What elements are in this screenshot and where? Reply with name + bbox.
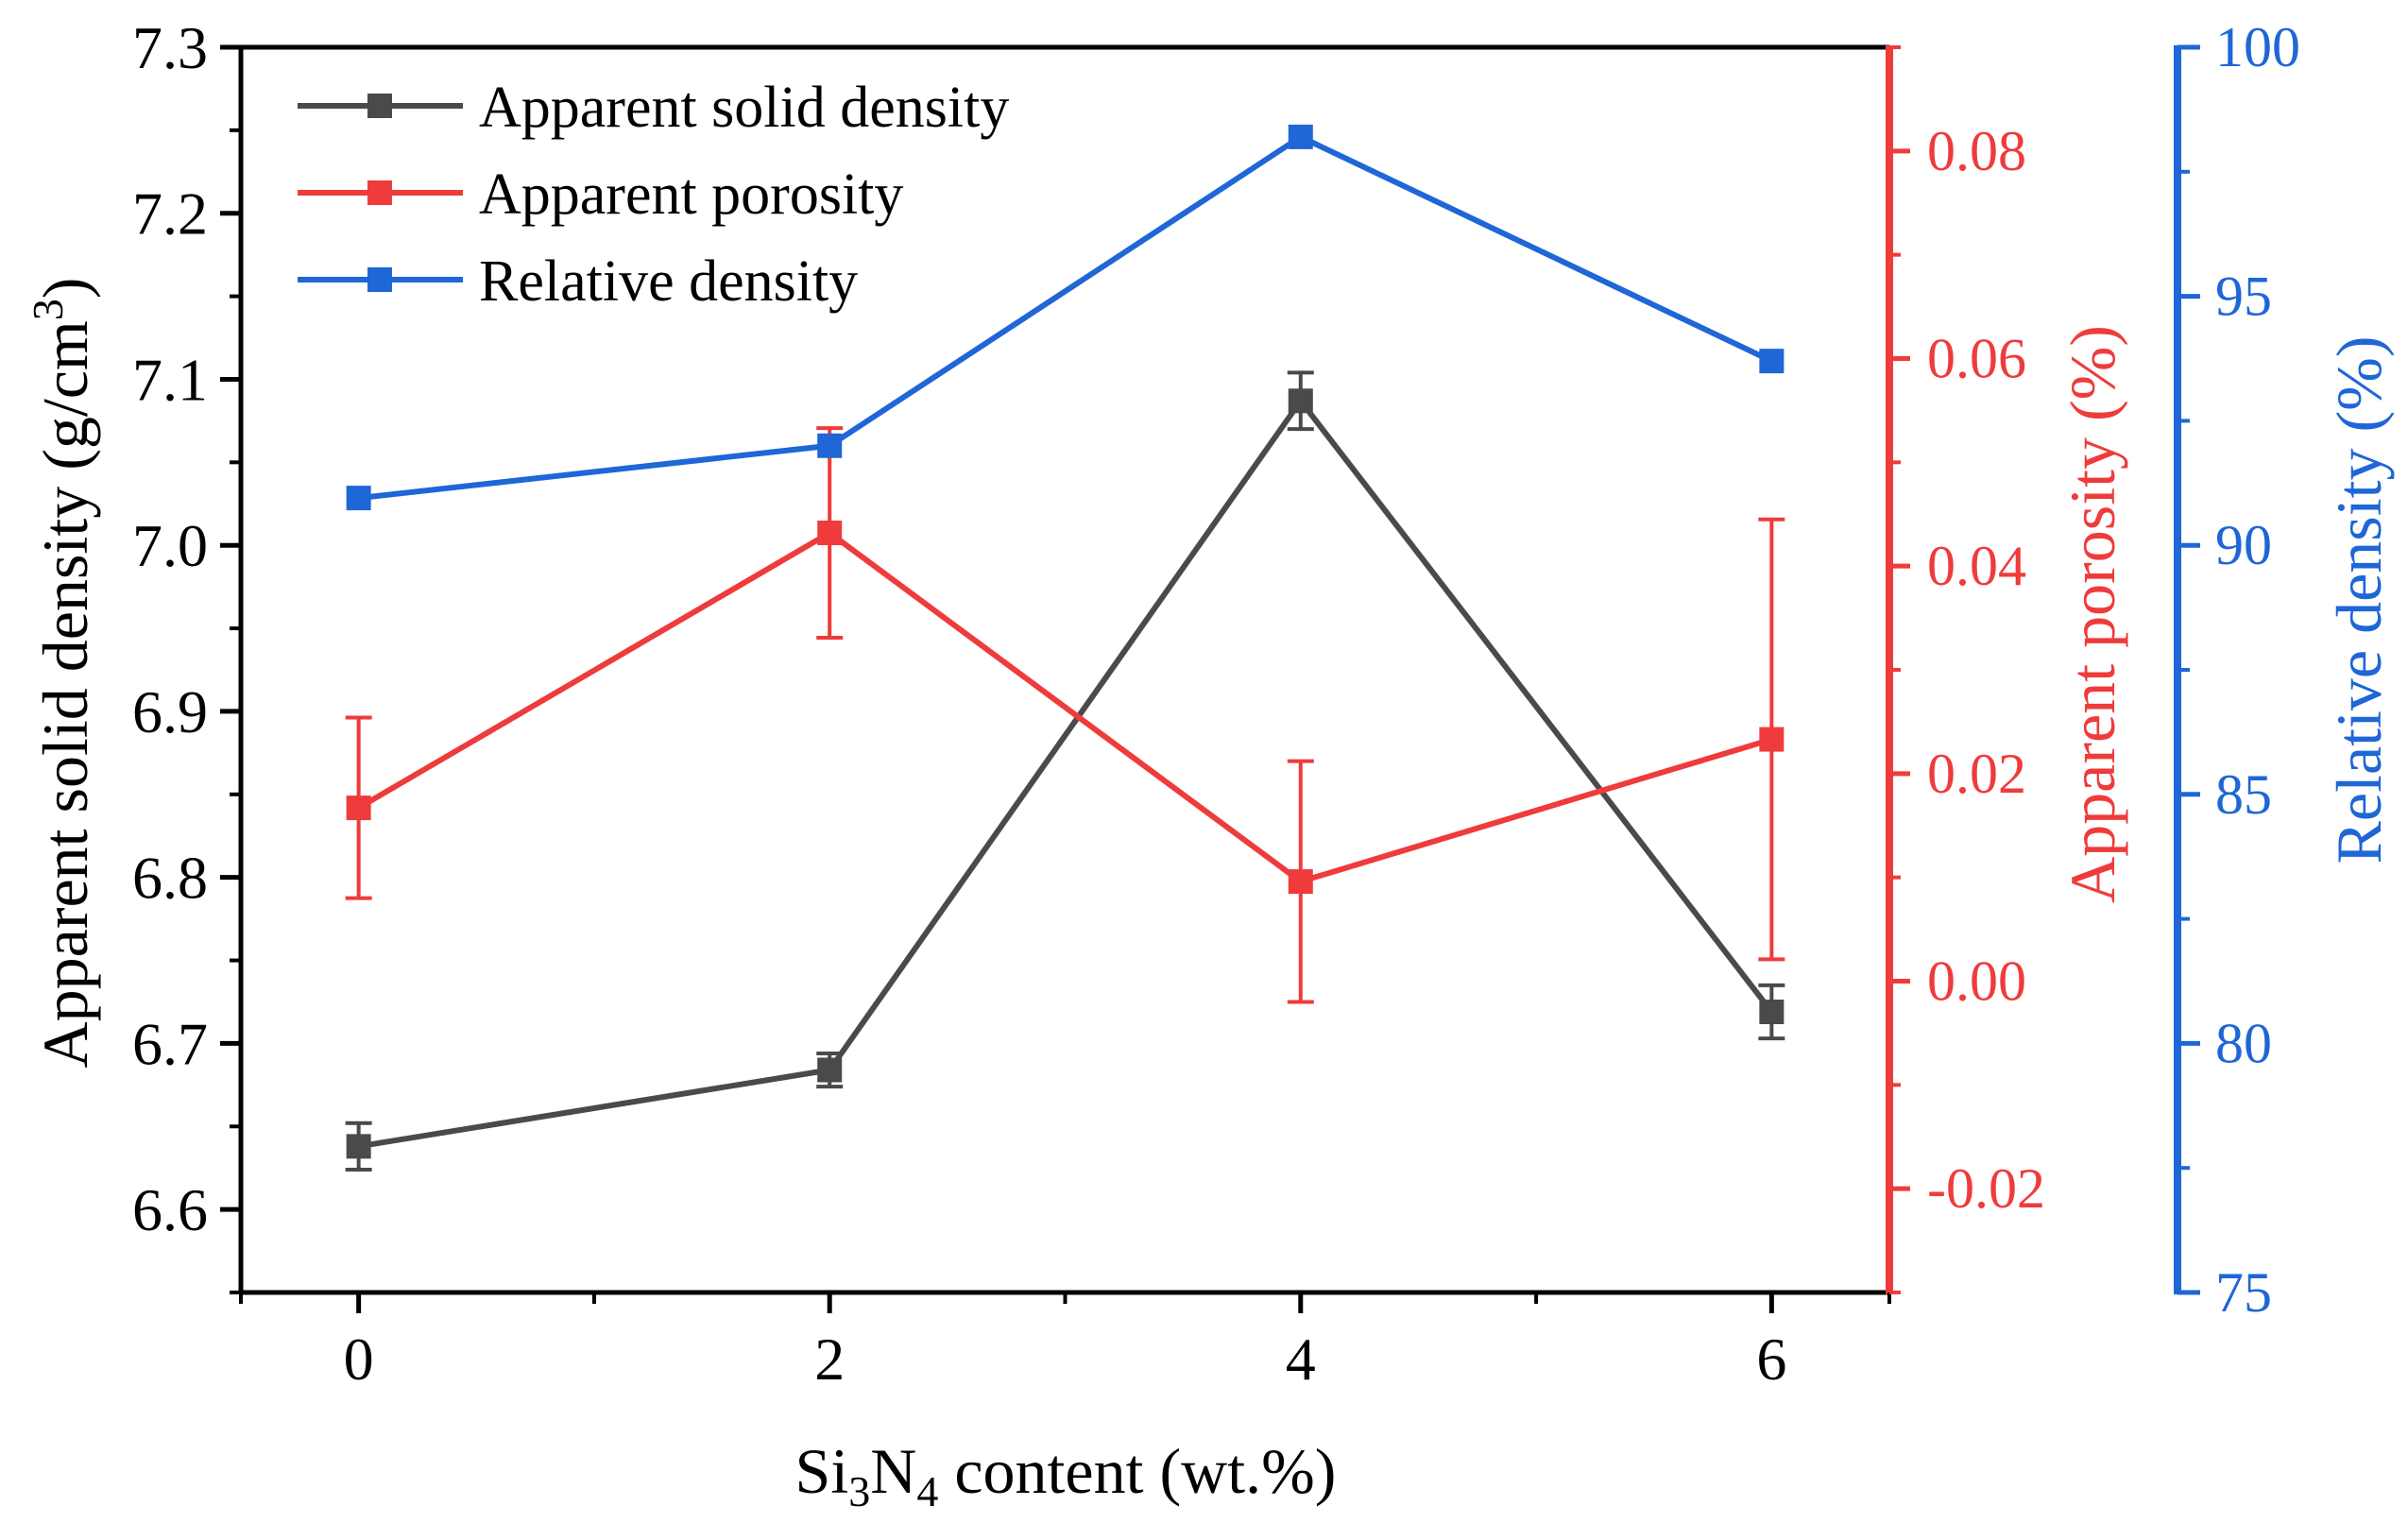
legend-label: Relative density bbox=[479, 249, 858, 314]
legend-swatch-marker bbox=[367, 180, 392, 205]
red-tick-label: 0.00 bbox=[1927, 950, 2026, 1013]
data-point bbox=[1759, 1000, 1785, 1025]
data-point bbox=[817, 1057, 843, 1083]
blue-tick-label: 75 bbox=[2215, 1261, 2272, 1324]
legend-label: Apparent solid density bbox=[479, 76, 1009, 140]
series-apparent-porosity bbox=[345, 426, 1785, 1004]
data-point bbox=[1288, 869, 1313, 895]
x-tick-label: 6 bbox=[1756, 1326, 1786, 1393]
x-axis-title: Si3N4 content (wt.%) bbox=[795, 1435, 1337, 1515]
blue-tick-label: 85 bbox=[2215, 763, 2272, 826]
legend-swatch-marker bbox=[367, 267, 392, 292]
red-tick-label: -0.02 bbox=[1927, 1157, 2045, 1220]
data-point bbox=[1288, 388, 1313, 414]
red-tick-label: 0.04 bbox=[1927, 535, 2026, 597]
data-point bbox=[1759, 349, 1785, 374]
x-tick-label: 2 bbox=[814, 1326, 845, 1393]
data-point bbox=[346, 796, 371, 821]
legend-label: Apparent porosity bbox=[479, 163, 903, 227]
blue-tick-label: 95 bbox=[2215, 265, 2272, 328]
legend-swatch-marker bbox=[367, 94, 392, 118]
x-tick-label: 0 bbox=[344, 1326, 374, 1393]
left-tick-label: 7.0 bbox=[132, 512, 208, 579]
red-tick-label: 0.08 bbox=[1927, 120, 2026, 182]
left-tick-label: 6.8 bbox=[132, 845, 208, 912]
series-line-relative-density bbox=[358, 133, 1773, 502]
blue-tick-label: 100 bbox=[2215, 16, 2300, 78]
left-tick-label: 6.9 bbox=[132, 678, 208, 745]
data-point bbox=[817, 521, 843, 546]
data-point bbox=[1759, 727, 1785, 752]
left-tick-label: 7.2 bbox=[132, 180, 208, 248]
red-tick-label: 0.02 bbox=[1927, 743, 2026, 805]
left-tick-label: 6.7 bbox=[132, 1010, 208, 1077]
blue-tick-label: 90 bbox=[2215, 514, 2272, 576]
left-tick-label: 7.1 bbox=[132, 346, 208, 413]
legend: Apparent solid density Apparent porosity R… bbox=[298, 76, 1009, 314]
series-relative-density bbox=[346, 124, 1785, 511]
data-point bbox=[1288, 124, 1313, 149]
left-tick-label: 7.3 bbox=[132, 14, 208, 81]
data-point bbox=[346, 486, 371, 511]
left-tick-label: 6.6 bbox=[132, 1176, 208, 1243]
data-point bbox=[346, 1134, 371, 1159]
blue-axis-title: Relative density (%) bbox=[2323, 336, 2395, 864]
series-apparent-solid-density bbox=[345, 370, 1785, 1172]
blue-tick-label: 80 bbox=[2215, 1012, 2272, 1074]
left-axis-title: Apparent solid density (g/cm3) bbox=[24, 278, 101, 1069]
plot-layer: 6.6 6.7 6.8 6.9 7.0 7.1 7.2 7.3 0 2 4 6 -0.02 0.00 0.0… bbox=[24, 14, 2395, 1515]
red-tick-label: 0.06 bbox=[1927, 328, 2026, 390]
x-tick-label: 4 bbox=[1286, 1326, 1316, 1393]
series-line-apparent-solid-density bbox=[358, 398, 1774, 1150]
red-axis-title: Apparent porosity (%) bbox=[2057, 325, 2128, 903]
series-line-apparent-porosity bbox=[357, 530, 1773, 885]
data-point bbox=[817, 433, 843, 458]
